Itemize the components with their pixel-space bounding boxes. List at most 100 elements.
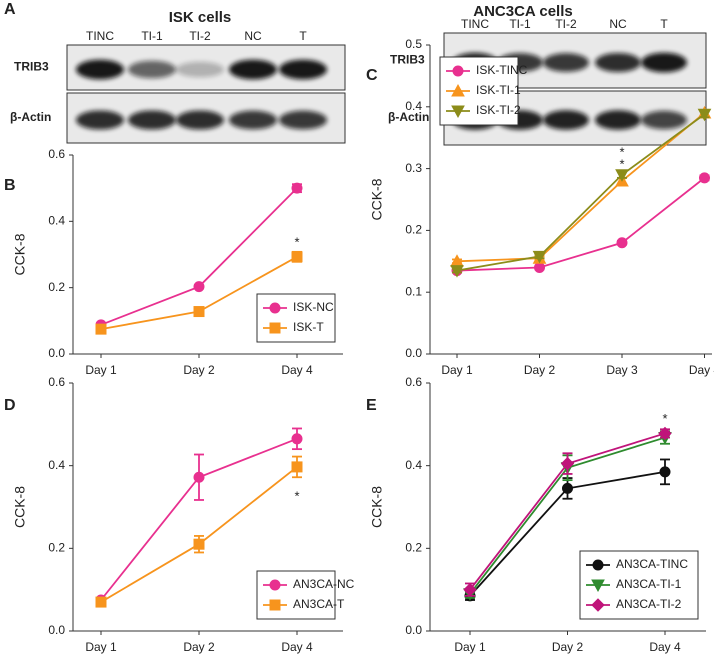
lane-label: TI-2 — [555, 17, 577, 31]
blot-band — [279, 110, 327, 130]
data-point — [562, 482, 573, 494]
y-axis-label: CCK-8 — [12, 233, 28, 275]
series-line — [456, 113, 706, 272]
data-point — [291, 461, 303, 473]
row-label: TRIB3 — [14, 60, 49, 74]
y-tick-label: 0.2 — [405, 541, 422, 555]
panel-letter: E — [366, 397, 377, 414]
y-tick-label: 0.2 — [48, 541, 65, 555]
blot-band — [76, 59, 124, 80]
blot-band — [176, 110, 224, 130]
data-point — [291, 182, 303, 194]
y-tick-label: 0.2 — [48, 280, 65, 294]
legend-marker — [269, 579, 281, 591]
blot-band — [279, 59, 327, 80]
data-point — [616, 237, 628, 249]
legend-marker — [591, 598, 605, 612]
annotation: * — [294, 234, 299, 249]
x-tick-label: Day 1 — [454, 640, 486, 654]
y-tick-label: 0.1 — [405, 284, 422, 298]
y-axis-label: CCK-8 — [369, 486, 385, 528]
blot-title: ISK cells — [169, 9, 232, 26]
legend-label: ISK-NC — [293, 300, 334, 314]
blot-band — [128, 60, 176, 79]
panel-letter: B — [4, 177, 16, 194]
legend-marker — [452, 65, 464, 77]
y-tick-label: 0.0 — [48, 623, 65, 637]
blot-band — [595, 52, 641, 73]
y-tick-label: 0.6 — [48, 147, 65, 161]
annotation: * — [619, 144, 624, 159]
legend-marker — [591, 579, 605, 593]
y-tick-label: 0.2 — [405, 223, 422, 237]
legend-marker — [451, 83, 465, 97]
lane-label: TINC — [461, 17, 489, 31]
lane-label: TI-2 — [189, 29, 211, 43]
legend-label: ISK-TI-1 — [476, 83, 521, 97]
x-tick-label: Day 2 — [183, 363, 215, 377]
y-tick-label: 0.4 — [48, 214, 65, 228]
data-point — [699, 172, 710, 184]
data-point — [659, 466, 671, 478]
legend-box — [256, 293, 336, 343]
blot-band — [128, 110, 176, 130]
data-point — [193, 306, 205, 318]
lane-label: NC — [244, 29, 262, 43]
lane-label: T — [660, 17, 668, 31]
y-tick-label: 0.3 — [405, 161, 422, 175]
x-tick-label: Day 1 — [85, 363, 117, 377]
annotation: * — [619, 156, 624, 171]
x-tick-label: Day 4 — [281, 363, 313, 377]
x-tick-label: Day 4 — [689, 363, 714, 377]
legend-marker — [269, 302, 281, 314]
y-tick-label: 0.5 — [405, 37, 422, 51]
panel-letter: D — [4, 397, 16, 414]
data-point — [615, 169, 629, 182]
legend-marker — [451, 105, 465, 119]
data-point — [697, 108, 712, 122]
legend-label: AN3CA-T — [293, 597, 345, 611]
blot-band — [229, 110, 277, 130]
y-tick-label: 0.4 — [48, 458, 65, 472]
lane-label: T — [299, 29, 307, 43]
y-tick-label: 0.6 — [405, 375, 422, 389]
lane-label: TI-1 — [141, 29, 163, 43]
x-tick-label: Day 2 — [552, 640, 584, 654]
x-tick-label: Day 1 — [85, 640, 117, 654]
y-tick-label: 0.0 — [48, 346, 65, 360]
blot-title: ANC3CA cells — [473, 3, 572, 20]
y-axis-label: CCK-8 — [12, 486, 28, 528]
legend-label: AN3CA-TI-1 — [616, 577, 682, 591]
legend-marker — [269, 322, 281, 334]
y-tick-label: 0.6 — [48, 375, 65, 389]
blot-band — [229, 59, 277, 80]
panel-letter: C — [366, 67, 378, 84]
legend-label: ISK-T — [293, 320, 324, 334]
legend-label: AN3CA-TI-2 — [616, 597, 682, 611]
lane-label: NC — [609, 17, 627, 31]
blot-band — [595, 110, 641, 130]
data-point — [193, 471, 205, 483]
row-label: β-Actin — [388, 110, 429, 124]
y-tick-label: 0.0 — [405, 346, 422, 360]
series-line — [456, 112, 706, 263]
data-point — [532, 250, 547, 264]
x-tick-label: Day 1 — [441, 363, 473, 377]
y-axis-label: CCK-8 — [369, 178, 385, 220]
x-tick-label: Day 4 — [649, 640, 681, 654]
x-tick-label: Day 2 — [524, 363, 556, 377]
row-label: β-Actin — [10, 110, 51, 124]
annotation: * — [662, 411, 667, 426]
legend-box — [256, 570, 336, 620]
legend-marker — [592, 559, 604, 571]
blot-band — [543, 110, 589, 130]
data-point — [463, 582, 477, 597]
x-tick-label: Day 4 — [281, 640, 313, 654]
data-point — [534, 261, 545, 273]
y-tick-label: 0.4 — [405, 99, 422, 113]
lane-label: TINC — [86, 29, 114, 43]
data-point — [95, 596, 107, 608]
legend-label: ISK-TI-2 — [476, 103, 521, 117]
blot-band — [176, 61, 224, 78]
